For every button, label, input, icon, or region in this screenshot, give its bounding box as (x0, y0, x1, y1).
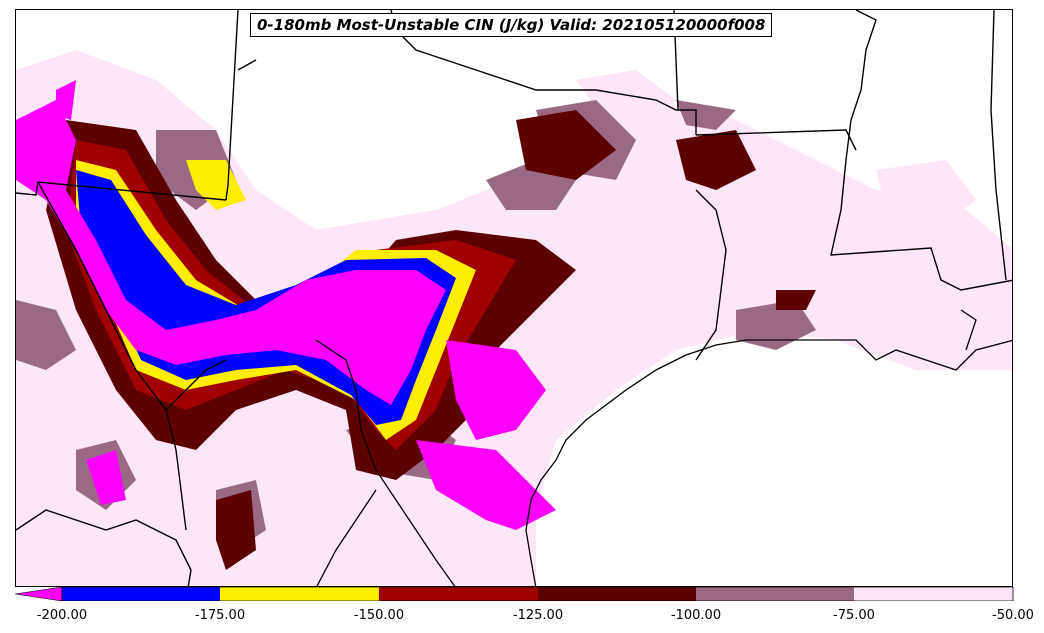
colorbar-bin (379, 587, 538, 601)
colorbar-tick-label: -150.00 (353, 608, 405, 623)
colorbar-bin (62, 587, 220, 601)
colorbar-bin (696, 587, 854, 601)
magenta-shading (16, 80, 556, 530)
colorbar (15, 587, 1014, 601)
colorbar-tick-label: -125.00 (512, 608, 564, 623)
colorbar-tick-label: -100.00 (670, 608, 722, 623)
coastline (315, 309, 1012, 586)
colorbar-tick-label: -175.00 (194, 608, 246, 623)
colorbar-bin (538, 587, 696, 601)
colorbar-tick-label: -75.00 (833, 608, 875, 623)
colorbar-bin (220, 587, 379, 601)
map-panel (15, 9, 1013, 587)
state-borders (16, 10, 1012, 586)
map-title: 0-180mb Most-Unstable CIN (J/kg) Valid: … (250, 13, 773, 37)
colorbar-bin (854, 587, 1013, 601)
colorbar-tick-label: -200.00 (36, 608, 88, 623)
colorbar-under-triangle (15, 587, 63, 601)
colorbar-tick-label: -50.00 (992, 608, 1034, 623)
cin-map (16, 10, 1012, 586)
